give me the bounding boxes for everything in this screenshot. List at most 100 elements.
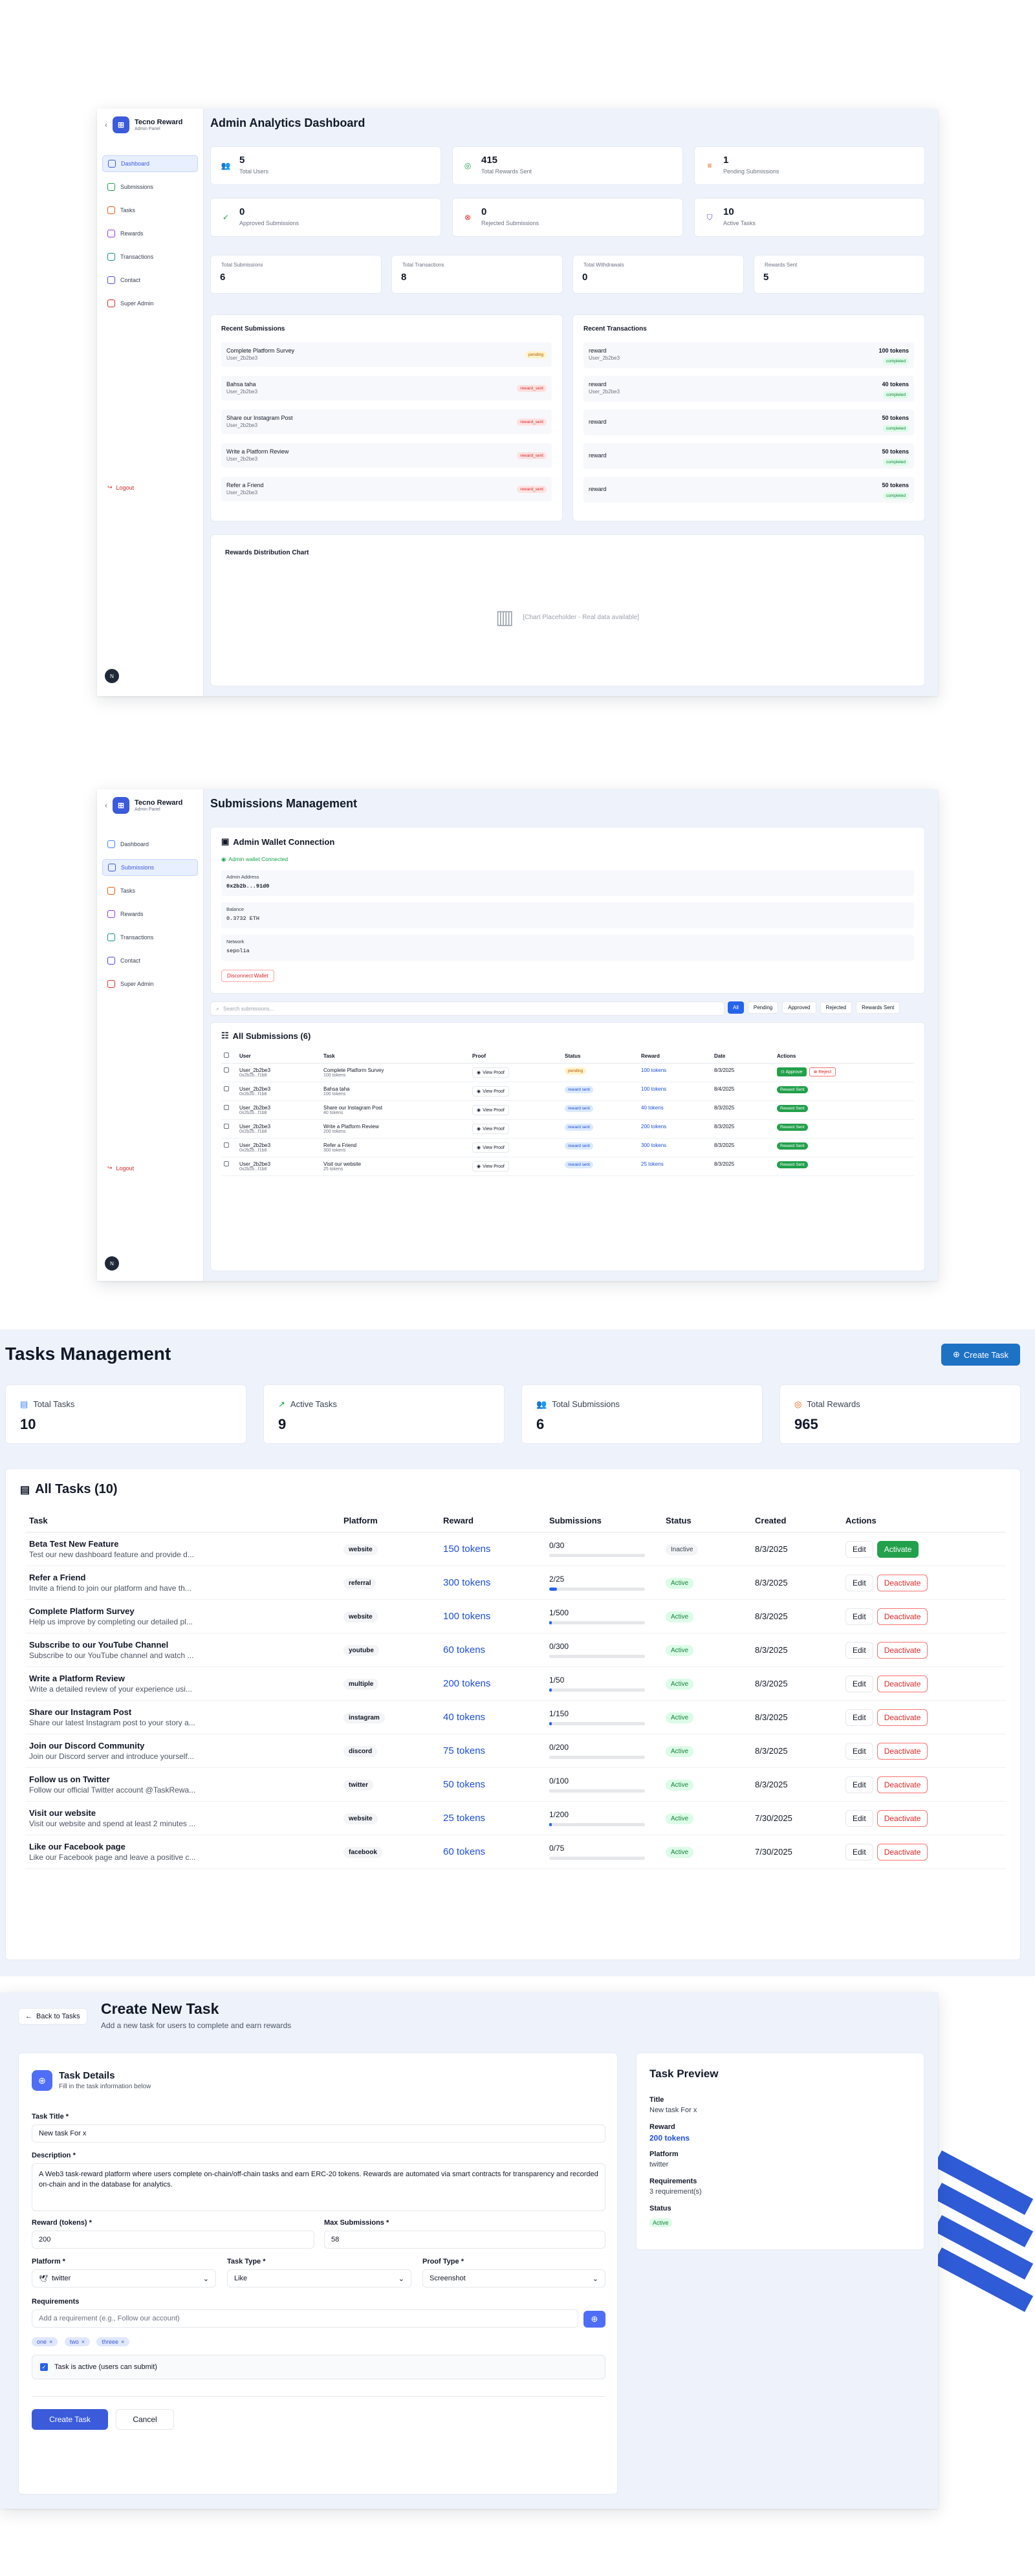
select-all-checkbox[interactable] <box>224 1053 229 1058</box>
filter-rewards-sent[interactable]: Rewards Sent <box>856 1001 900 1014</box>
deactivate-button[interactable]: Deactivate <box>877 1608 928 1625</box>
approve-button[interactable]: ⊙ Approve <box>777 1067 807 1076</box>
sidebar-item-dashboard[interactable]: Dashboard <box>102 836 198 853</box>
edit-button[interactable]: Edit <box>845 1574 873 1591</box>
filter-all[interactable]: All <box>728 1001 744 1014</box>
create-task-submit-button[interactable]: Create Task <box>32 2409 108 2430</box>
table-row[interactable]: Subscribe to our YouTube Channel Subscrib… <box>25 1633 1006 1667</box>
list-item[interactable]: Refer a Friend User_2b2be3 reward_sent <box>221 477 552 501</box>
platform-select[interactable]: 🕊 twitter ⌄ <box>32 2269 216 2287</box>
deactivate-button[interactable]: Deactivate <box>877 1809 928 1827</box>
sidebar-item-rewards[interactable]: Rewards <box>102 225 198 242</box>
close-icon[interactable]: × <box>121 2339 125 2345</box>
list-item[interactable]: reward 50 tokens completed <box>583 477 914 503</box>
avatar[interactable]: N <box>105 669 119 683</box>
requirement-chip[interactable]: one × <box>32 2337 58 2346</box>
logout-button[interactable]: ↪ Logout <box>107 1164 135 1172</box>
view-proof-button[interactable]: ◉ View Proof <box>472 1124 509 1134</box>
list-item[interactable]: Write a Platform Review User_2b2be3 reward… <box>221 443 552 468</box>
table-row[interactable]: Join our Discord Community Join our Disco… <box>25 1734 1006 1768</box>
proof-type-select[interactable]: Screenshot ⌄ <box>422 2269 605 2287</box>
sidebar-item-tasks[interactable]: Tasks <box>102 882 198 899</box>
view-proof-button[interactable]: ◉ View Proof <box>472 1086 509 1097</box>
table-row[interactable]: User_2b2be3 0x2b2b...f1b8 Complete Platfo… <box>221 1063 914 1082</box>
list-item[interactable]: reward User_2b2be3 100 tokens completed <box>583 342 914 368</box>
filter-rejected[interactable]: Rejected <box>820 1001 853 1014</box>
edit-button[interactable]: Edit <box>845 1776 873 1793</box>
requirement-chip[interactable]: two × <box>64 2337 91 2346</box>
row-checkbox[interactable] <box>224 1086 229 1091</box>
search-input[interactable]: ⌕ Search submissions... <box>210 1001 724 1016</box>
reward-input[interactable]: 200 <box>32 2231 314 2249</box>
reject-button[interactable]: ⊗ Reject <box>809 1067 836 1076</box>
collapse-chevron-icon[interactable]: ‹ <box>105 801 107 810</box>
sidebar-item-contact[interactable]: Contact <box>102 952 198 969</box>
deactivate-button[interactable]: Deactivate <box>877 1675 928 1692</box>
table-row[interactable]: User_2b2be3 0x2b2b...f1b8 Refer a Friend 3… <box>221 1138 914 1157</box>
table-row[interactable]: Like our Facebook page Like our Facebook … <box>25 1835 1006 1869</box>
view-proof-button[interactable]: ◉ View Proof <box>472 1105 509 1115</box>
sidebar-item-submissions[interactable]: Submissions <box>102 859 198 876</box>
requirement-input[interactable]: Add a requirement (e.g., Follow our acco… <box>32 2309 578 2328</box>
task-title-input[interactable]: New task For x <box>32 2124 605 2143</box>
activate-button[interactable]: Activate <box>877 1540 919 1558</box>
edit-button[interactable]: Edit <box>845 1641 873 1659</box>
list-item[interactable]: Complete Platform Survey User_2b2be3 pendi… <box>221 342 552 367</box>
add-requirement-button[interactable]: ⊕ <box>583 2311 605 2328</box>
edit-button[interactable]: Edit <box>845 1708 873 1726</box>
sidebar-item-transactions[interactable]: Transactions <box>102 248 198 265</box>
row-checkbox[interactable] <box>224 1067 229 1073</box>
sidebar-item-transactions[interactable]: Transactions <box>102 929 198 946</box>
table-row[interactable]: Write a Platform Review Write a detailed … <box>25 1666 1006 1701</box>
table-row[interactable]: User_2b2be3 0x2b2b...f1b8 Write a Platfor… <box>221 1119 914 1139</box>
avatar[interactable]: N <box>105 1256 119 1271</box>
filter-pending[interactable]: Pending <box>747 1001 779 1014</box>
sidebar-item-tasks[interactable]: Tasks <box>102 202 198 219</box>
deactivate-button[interactable]: Deactivate <box>877 1641 928 1659</box>
deactivate-button[interactable]: Deactivate <box>877 1708 928 1726</box>
edit-button[interactable]: Edit <box>845 1608 873 1625</box>
create-task-button[interactable]: ⊕ Create Task <box>941 1344 1020 1366</box>
sidebar-item-super-admin[interactable]: Super Admin <box>102 976 198 992</box>
table-row[interactable]: User_2b2be3 0x2b2b...f1b8 Visit our websi… <box>221 1157 914 1176</box>
task-type-select[interactable]: Like ⌄ <box>227 2269 411 2287</box>
view-proof-button[interactable]: ◉ View Proof <box>472 1067 509 1078</box>
edit-button[interactable]: Edit <box>845 1843 873 1861</box>
list-item[interactable]: Bahsa taha User_2b2be3 reward_sent <box>221 376 552 400</box>
edit-button[interactable]: Edit <box>845 1742 873 1760</box>
deactivate-button[interactable]: Deactivate <box>877 1776 928 1793</box>
disconnect-wallet-button[interactable]: Disconnect Wallet <box>221 970 274 982</box>
edit-button[interactable]: Edit <box>845 1809 873 1827</box>
filter-approved[interactable]: Approved <box>782 1001 816 1014</box>
table-row[interactable]: Visit our website Visit our website and s… <box>25 1801 1006 1835</box>
cancel-button[interactable]: Cancel <box>116 2409 174 2430</box>
table-row[interactable]: Beta Test New Feature Test our new dashbo… <box>25 1532 1006 1566</box>
table-row[interactable]: Complete Platform Survey Help us improve … <box>25 1599 1006 1633</box>
sidebar-item-rewards[interactable]: Rewards <box>102 906 198 922</box>
view-proof-button[interactable]: ◉ View Proof <box>472 1142 509 1153</box>
requirement-chip[interactable]: threee × <box>96 2337 130 2346</box>
sidebar-item-submissions[interactable]: Submissions <box>102 179 198 195</box>
table-row[interactable]: Refer a Friend Invite a friend to join ou… <box>25 1566 1006 1600</box>
row-checkbox[interactable] <box>224 1161 229 1166</box>
table-row[interactable]: Share our Instagram Post Share our latest… <box>25 1700 1006 1734</box>
deactivate-button[interactable]: Deactivate <box>877 1843 928 1861</box>
list-item[interactable]: reward 50 tokens completed <box>583 409 914 435</box>
logout-button[interactable]: ↪ Logout <box>107 484 135 491</box>
row-checkbox[interactable] <box>224 1124 229 1129</box>
edit-button[interactable]: Edit <box>845 1675 873 1692</box>
row-checkbox[interactable] <box>224 1105 229 1110</box>
sidebar-item-contact[interactable]: Contact <box>102 272 198 289</box>
deactivate-button[interactable]: Deactivate <box>877 1742 928 1760</box>
description-textarea[interactable]: A Web3 task-reward platform where users … <box>32 2163 605 2211</box>
max-submissions-input[interactable]: 58 <box>324 2231 605 2249</box>
deactivate-button[interactable]: Deactivate <box>877 1574 928 1591</box>
edit-button[interactable]: Edit <box>845 1540 873 1558</box>
close-icon[interactable]: × <box>49 2339 53 2345</box>
close-icon[interactable]: × <box>81 2339 85 2345</box>
active-checkbox[interactable]: ✓ <box>40 2363 48 2371</box>
table-row[interactable]: User_2b2be3 0x2b2b...f1b8 Share our Insta… <box>221 1100 914 1120</box>
sidebar-item-dashboard[interactable]: Dashboard <box>102 155 198 172</box>
back-to-tasks-button[interactable]: ← Back to Tasks <box>18 2008 87 2025</box>
view-proof-button[interactable]: ◉ View Proof <box>472 1161 509 1172</box>
